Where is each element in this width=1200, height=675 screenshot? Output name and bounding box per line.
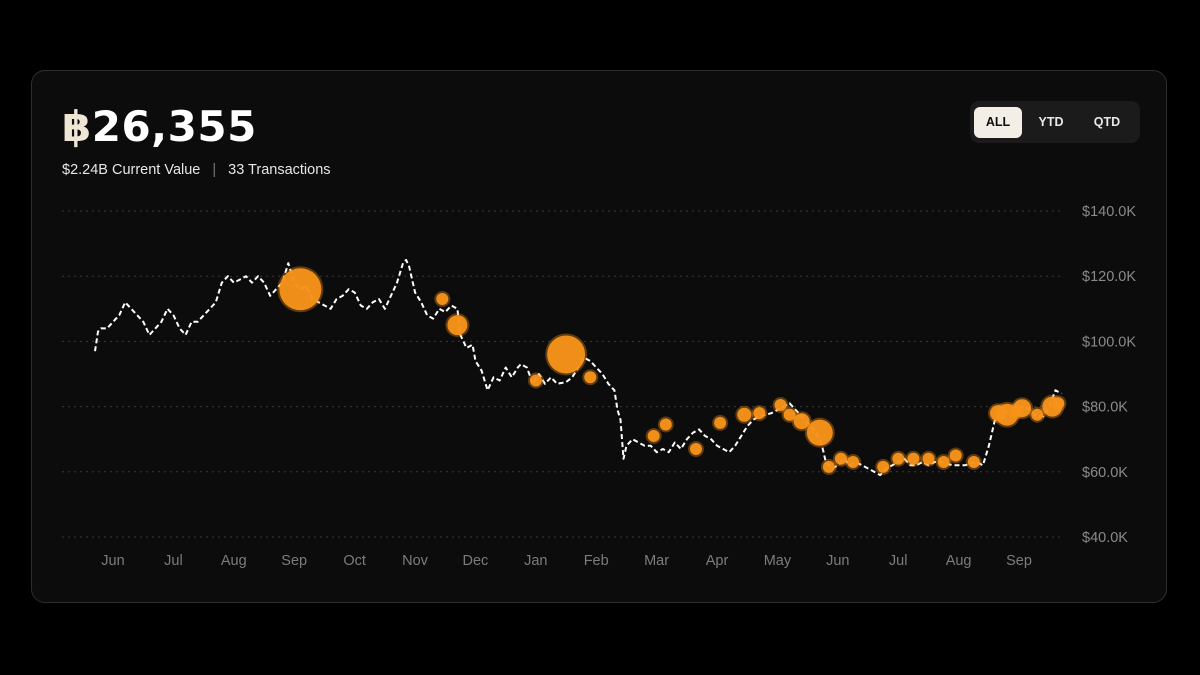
transaction-marker-dot xyxy=(907,452,920,465)
transaction-marker xyxy=(582,369,599,386)
transaction-marker xyxy=(1029,406,1046,423)
transaction-marker-dot xyxy=(436,293,449,306)
x-tick-label: Mar xyxy=(644,553,669,569)
transaction-marker-dot xyxy=(847,456,860,469)
transaction-marker-dot xyxy=(783,408,796,421)
current-value-label: $2.24B Current Value xyxy=(62,162,201,178)
x-tick-label: Nov xyxy=(402,553,429,569)
transaction-marker-dot xyxy=(949,449,962,462)
holdings-value: 26,355 xyxy=(91,102,257,151)
x-tick-label: Jul xyxy=(889,553,908,569)
transaction-marker-dot xyxy=(967,456,980,469)
transactions-count-label: 33 Transactions xyxy=(228,162,331,178)
holdings-summary: $2.24B Current Value | 33 Transactions xyxy=(62,162,331,178)
transaction-marker xyxy=(687,440,704,457)
transaction-marker-dot xyxy=(1013,399,1032,418)
x-tick-label: Apr xyxy=(706,553,729,569)
time-range-toggle: ALL YTD QTD xyxy=(970,101,1140,143)
transaction-marker-dot xyxy=(877,460,890,473)
transaction-marker-dot xyxy=(892,452,905,465)
transaction-marker xyxy=(712,414,729,431)
transaction-marker xyxy=(845,454,862,471)
y-tick-label: $140.0K xyxy=(1082,204,1136,220)
transaction-marker-dot xyxy=(279,268,322,311)
transaction-marker xyxy=(791,411,812,432)
x-tick-label: Aug xyxy=(946,553,972,569)
transaction-marker xyxy=(890,450,907,467)
x-tick-label: Jun xyxy=(826,553,849,569)
transaction-marker xyxy=(772,396,789,413)
transaction-marker-dot xyxy=(737,407,752,422)
y-tick-label: $80.0K xyxy=(1082,400,1128,416)
transaction-marker-dot xyxy=(547,335,586,374)
y-tick-label: $60.0K xyxy=(1082,465,1128,481)
holdings-amount: ฿26,355 xyxy=(62,101,257,153)
transaction-marker xyxy=(735,405,754,424)
range-button-ytd[interactable]: YTD xyxy=(1038,115,1064,129)
transaction-marker xyxy=(804,417,835,448)
range-button-qtd[interactable]: QTD xyxy=(1093,115,1121,129)
x-tick-label: Oct xyxy=(343,553,366,569)
transaction-marker xyxy=(1050,395,1067,412)
transaction-marker xyxy=(657,416,674,433)
x-tick-label: May xyxy=(764,553,792,569)
transaction-marker xyxy=(277,266,324,313)
transaction-marker-dot xyxy=(1031,408,1044,421)
transaction-marker xyxy=(965,454,982,471)
transaction-marker-dot xyxy=(806,419,833,446)
x-tick-label: Aug xyxy=(221,553,247,569)
transaction-marker xyxy=(920,450,937,467)
price-chart: $140.0K$120.0K$100.0K$80.0K$60.0K$40.0K … xyxy=(62,204,1136,569)
x-tick-label: Jul xyxy=(164,553,183,569)
transaction-marker xyxy=(875,458,892,475)
x-tick-label: Dec xyxy=(463,553,489,569)
transaction-marker xyxy=(527,372,544,389)
transaction-marker-dot xyxy=(689,442,702,455)
transaction-marker-dot xyxy=(714,416,727,429)
transaction-marker-dot xyxy=(793,413,810,430)
x-tick-label: Jun xyxy=(101,553,124,569)
transaction-marker xyxy=(832,450,849,467)
x-tick-label: Sep xyxy=(281,553,307,569)
transaction-marker-dot xyxy=(922,452,935,465)
transaction-marker xyxy=(820,458,837,475)
transaction-marker xyxy=(935,454,952,471)
transaction-marker xyxy=(445,313,470,338)
range-button-all[interactable]: ALL xyxy=(974,106,1022,138)
transaction-marker xyxy=(545,333,588,376)
bitcoin-symbol-icon: ฿ xyxy=(62,102,92,151)
transaction-marker-dot xyxy=(659,418,672,431)
transaction-marker-dot xyxy=(447,315,468,336)
transaction-marker-dot xyxy=(774,398,787,411)
transaction-marker xyxy=(751,405,768,422)
transaction-marker xyxy=(781,406,798,423)
y-tick-label: $40.0K xyxy=(1082,530,1128,546)
transaction-marker-dot xyxy=(1052,397,1065,410)
y-tick-label: $120.0K xyxy=(1082,269,1136,285)
transaction-marker xyxy=(1011,397,1034,420)
transaction-marker xyxy=(905,450,922,467)
transaction-marker-dot xyxy=(822,460,835,473)
transaction-marker-dot xyxy=(753,407,766,420)
portfolio-card: ฿26,355 $2.24B Current Value | 33 Transa… xyxy=(31,70,1167,603)
price-line xyxy=(94,258,1062,477)
y-tick-label: $100.0K xyxy=(1082,334,1136,350)
transaction-marker-dot xyxy=(834,452,847,465)
summary-divider: | xyxy=(212,162,217,178)
x-tick-label: Sep xyxy=(1006,553,1032,569)
transaction-marker-dot xyxy=(529,374,542,387)
transaction-marker xyxy=(645,427,662,444)
transaction-marker xyxy=(434,291,451,308)
transaction-marker xyxy=(947,447,964,464)
x-tick-label: Jan xyxy=(524,553,547,569)
transaction-marker-dot xyxy=(937,456,950,469)
transaction-marker-dot xyxy=(647,429,660,442)
x-tick-label: Feb xyxy=(584,553,609,569)
transaction-marker-dot xyxy=(584,371,597,384)
